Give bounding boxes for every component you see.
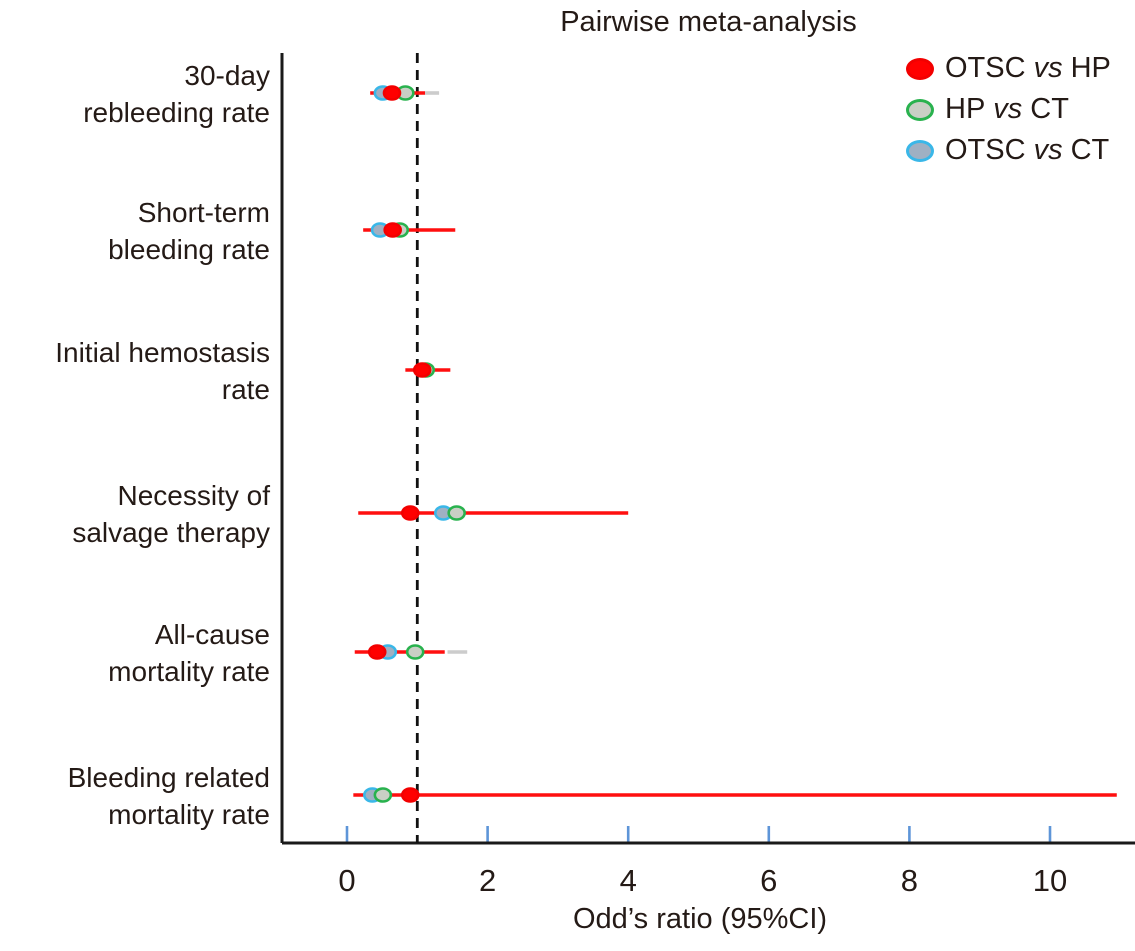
marker-otsc_hp [383, 222, 402, 238]
marker-otsc_hp [400, 787, 420, 803]
chart-title: Pairwise meta-analysis [560, 6, 857, 38]
marker-otsc_hp [382, 85, 402, 101]
x-tick-label: 2 [479, 863, 496, 898]
legend-label-otsc-vs-hp: OTSC vs HP [945, 52, 1111, 84]
marker-otsc_hp [367, 644, 387, 660]
marker-hp_ct [405, 644, 425, 660]
x-tick-label: 10 [1033, 863, 1067, 898]
legend-item-otsc-vs-hp: OTSC vs HP [906, 48, 1111, 89]
legend-label-hp-vs-ct: HP vs CT [945, 93, 1069, 125]
x-tick-label: 4 [620, 863, 637, 898]
marker-hp_ct [447, 505, 466, 521]
legend-marker-red-icon [906, 57, 934, 80]
marker-otsc_hp [412, 362, 432, 378]
marker-otsc_hp [400, 505, 420, 521]
legend-marker-blue-icon [906, 139, 934, 162]
category-label: Necessity of salvage therapy [72, 480, 270, 548]
legend-label-otsc-vs-ct: OTSC vs CT [945, 134, 1110, 166]
x-tick-label: 8 [901, 863, 918, 898]
category-label: Bleeding related mortality rate [67, 762, 270, 830]
legend-item-hp-vs-ct: HP vs CT [906, 89, 1111, 130]
category-label: 30-day rebleeding rate [83, 60, 270, 128]
legend-item-otsc-vs-ct: OTSC vs CT [906, 130, 1111, 171]
category-label: All-cause mortality rate [108, 619, 270, 687]
x-axis-label: Odd’s ratio (95%CI) [572, 903, 828, 935]
category-label: Short-term bleeding rate [108, 197, 270, 265]
marker-hp_ct [373, 787, 393, 803]
legend-marker-green-icon [906, 98, 934, 121]
x-tick-label: 6 [760, 863, 777, 898]
category-label: Initial hemostasis rate [55, 337, 270, 405]
x-tick-label: 0 [338, 863, 355, 898]
legend: OTSC vs HP HP vs CT OTSC vs CT [906, 48, 1111, 171]
